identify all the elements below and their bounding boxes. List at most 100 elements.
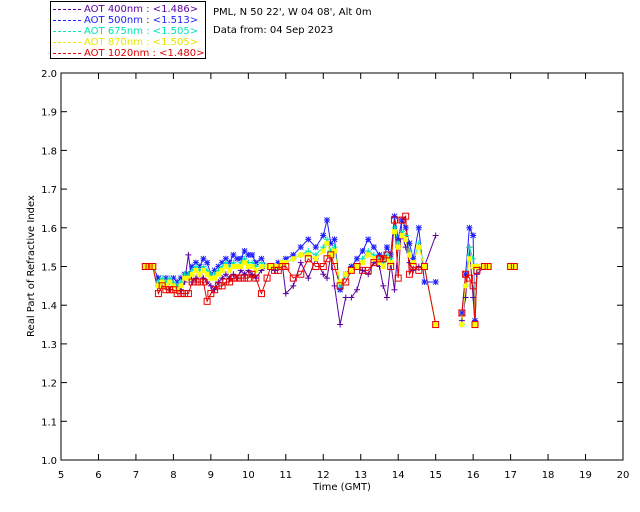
y-tick-label: 1.8: [41, 146, 57, 157]
data-point-s1-15: [200, 255, 207, 262]
data-point-s0-39: [305, 275, 312, 282]
legend-swatch-500nm: [53, 20, 81, 21]
data-point-s1-21: [222, 255, 229, 262]
data-point-s1-69: [472, 317, 479, 324]
y-tick-label: 1.3: [41, 340, 57, 351]
data-point-s0-61: [410, 267, 417, 274]
data-point-s2-67: [466, 244, 473, 251]
data-point-s4-18: [211, 286, 219, 294]
data-point-s3-34: [275, 264, 281, 269]
data-point-s4-47: [347, 266, 355, 274]
data-point-s0-70: [473, 271, 480, 278]
data-point-s3-6: [167, 279, 173, 285]
data-point-s0-41: [320, 271, 327, 278]
data-point-s3-4: [159, 279, 165, 285]
data-point-s1-57: [395, 236, 402, 243]
y-tick-label: 1.9: [41, 108, 57, 119]
legend-swatch-1020nm: [53, 53, 81, 54]
data-point-s3-45: [337, 279, 343, 285]
data-point-s0-48: [353, 286, 360, 293]
x-tick-label: 6: [95, 470, 101, 481]
data-point-s4-10: [181, 290, 189, 298]
data-point-s3-69: [472, 322, 478, 328]
data-point-s4-24: [233, 274, 241, 282]
data-point-s1-64: [432, 278, 439, 285]
data-point-s0-26: [241, 271, 248, 278]
legend-item-675nm: AOT 675nm : <1.505>: [53, 26, 198, 37]
data-point-s4-63: [420, 263, 428, 270]
data-point-s0-11: [185, 251, 192, 258]
data-point-s3-36: [283, 260, 289, 266]
data-point-s3-20: [219, 267, 225, 273]
data-point-s1-53: [380, 255, 387, 262]
data-point-s3-35: [279, 260, 285, 266]
data-point-s4-58: [398, 216, 406, 224]
data-point-s0-15: [200, 275, 207, 282]
data-point-s1-18: [211, 267, 218, 274]
data-point-s4-69: [471, 321, 479, 329]
x-tick-label: 12: [317, 470, 330, 481]
data-point-s4-2: [149, 263, 157, 270]
data-point-s4-38: [297, 270, 305, 278]
data-point-s0-6: [166, 286, 173, 293]
data-point-s3-65: [459, 322, 465, 328]
data-point-s1-38: [297, 244, 304, 251]
data-point-s0-18: [211, 286, 218, 293]
data-point-s3-31: [264, 264, 270, 269]
y-tick-label: 1.0: [41, 456, 57, 467]
data-point-s1-66: [462, 271, 469, 278]
data-point-s1-27: [245, 251, 252, 258]
data-point-s4-39: [304, 255, 312, 263]
data-point-s4-72: [484, 263, 492, 270]
data-point-s3-12: [189, 271, 195, 277]
data-point-s1-34: [275, 259, 282, 266]
data-point-s0-68: [470, 294, 477, 301]
legend-label-1020nm: AOT 1020nm : <1.480>: [84, 48, 205, 59]
data-point-s4-51: [370, 259, 378, 267]
data-point-s4-35: [278, 263, 286, 270]
data-point-s1-39: [305, 236, 312, 243]
data-point-s3-63: [421, 264, 427, 269]
data-point-s1-44: [331, 236, 338, 243]
data-point-s0-38: [297, 259, 304, 266]
data-point-s4-1: [145, 263, 153, 270]
data-point-s0-16: [204, 278, 211, 285]
data-point-s3-22: [227, 267, 233, 273]
data-point-s1-13: [192, 259, 199, 266]
x-tick-label: 20: [617, 470, 630, 481]
data-point-s0-62: [415, 263, 422, 270]
data-point-s3-41: [320, 248, 326, 254]
legend-item-870nm: AOT 870nm : <1.505>: [53, 37, 198, 48]
data-point-s1-9: [177, 275, 184, 282]
data-point-s1-14: [196, 263, 203, 270]
data-point-s1-55: [387, 251, 394, 258]
x-tick-label: 13: [354, 470, 367, 481]
data-point-s0-45: [337, 321, 344, 328]
data-point-s0-64: [432, 232, 439, 239]
data-point-s4-41: [319, 263, 327, 270]
data-point-s4-36: [282, 263, 290, 270]
y-axis: 1.0 1.1 1.2 1.3 1.4 1.5 1.6 1.7 1.8 1.9 2.0: [41, 69, 623, 467]
y-tick-label: 1.5: [41, 263, 57, 274]
data-point-s3-70: [474, 264, 480, 269]
data-point-s3-71: [481, 264, 487, 269]
data-point-s4-11: [184, 290, 192, 298]
legend-label-500nm: AOT 500nm : <1.513>: [84, 15, 199, 26]
data-point-s0-23: [230, 271, 237, 278]
data-point-s0-42: [324, 275, 331, 282]
data-point-s3-61: [410, 260, 416, 266]
data-point-s4-45: [336, 282, 344, 290]
data-point-s3-55: [388, 260, 394, 266]
data-point-s1-3: [155, 275, 162, 282]
data-point-s1-50: [365, 236, 372, 243]
data-point-s4-14: [196, 278, 204, 286]
data-point-s4-73: [507, 263, 515, 270]
data-point-s3-0: [142, 264, 148, 269]
data-point-s4-48: [353, 263, 361, 270]
data-point-s3-59: [403, 236, 409, 242]
x-tick-label: 9: [208, 470, 214, 481]
data-point-s3-5: [163, 283, 169, 289]
data-point-s4-34: [274, 266, 282, 274]
data-point-s1-60: [406, 240, 413, 247]
data-point-s3-17: [208, 275, 214, 281]
